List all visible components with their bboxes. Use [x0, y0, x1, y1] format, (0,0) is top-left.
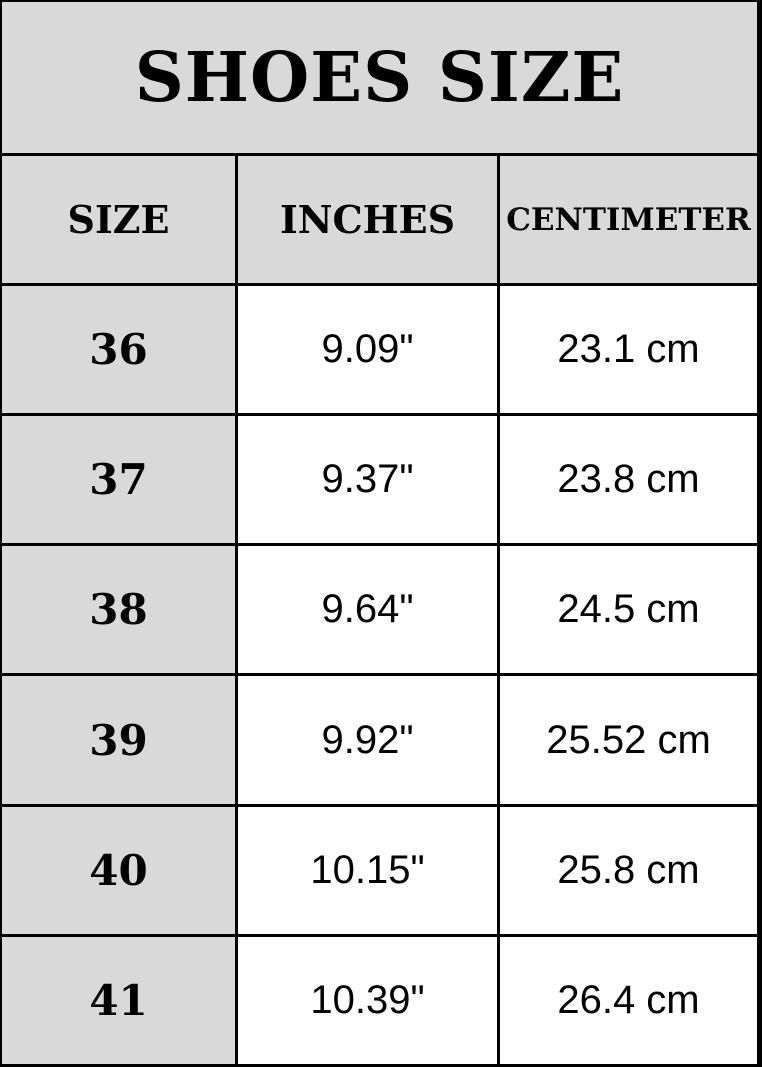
table-title: SHOES SIZE	[2, 2, 757, 153]
size-cell: 41	[2, 936, 235, 1064]
size-cell: 38	[2, 546, 235, 674]
inches-cell: 9.64"	[238, 546, 497, 674]
centimeter-cell: 24.5 cm	[500, 546, 757, 674]
column-header-inches: INCHES	[238, 156, 497, 283]
inches-cell: 10.39"	[238, 936, 497, 1064]
size-cell: 37	[2, 416, 235, 544]
inches-cell: 10.15"	[238, 806, 497, 934]
inches-cell: 9.92"	[238, 676, 497, 804]
centimeter-cell: 23.1 cm	[500, 286, 757, 414]
centimeter-cell: 25.8 cm	[500, 806, 757, 934]
column-header-centimeter: CENTIMETER	[500, 156, 757, 283]
centimeter-cell: 23.8 cm	[500, 416, 757, 544]
centimeter-cell: 26.4 cm	[500, 936, 757, 1064]
size-cell: 36	[2, 286, 235, 414]
size-cell: 39	[2, 676, 235, 804]
inches-cell: 9.37"	[238, 416, 497, 544]
column-header-size: SIZE	[2, 156, 235, 283]
centimeter-cell: 25.52 cm	[500, 676, 757, 804]
inches-cell: 9.09"	[238, 286, 497, 414]
size-cell: 40	[2, 806, 235, 934]
